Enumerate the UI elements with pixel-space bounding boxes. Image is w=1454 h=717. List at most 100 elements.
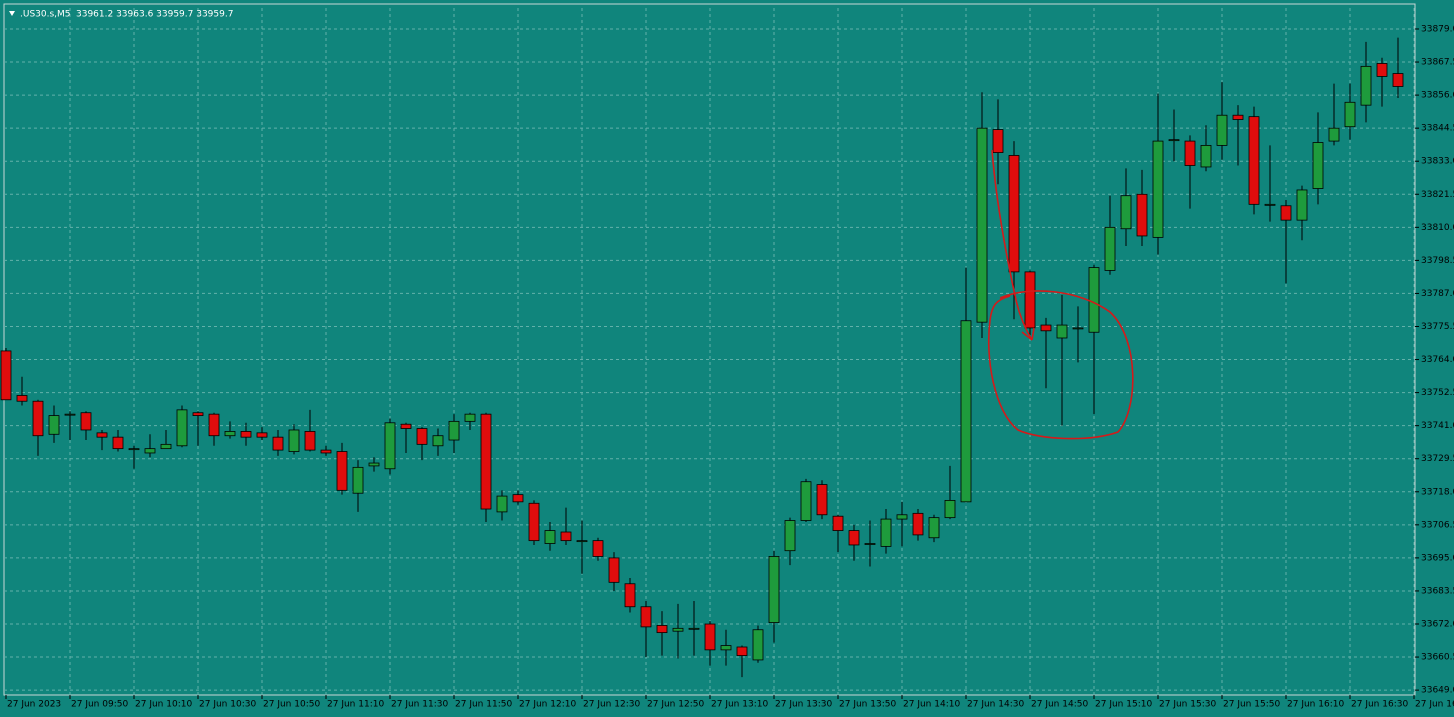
candle-body <box>144 448 156 454</box>
candle-body <box>1008 155 1020 273</box>
candle-body <box>480 413 492 510</box>
y-tick-label: 33649.0 <box>1421 686 1454 696</box>
candle-body <box>656 625 668 634</box>
candle-body <box>832 515 844 531</box>
x-tick-label: 27 Jun 15:30 <box>1159 700 1216 710</box>
y-tick-label: 33810.0 <box>1421 223 1454 233</box>
candle-body <box>704 623 716 651</box>
x-tick-label: 27 Jun 13:10 <box>711 700 768 710</box>
candle-body <box>1392 73 1404 87</box>
candle-body <box>640 606 652 628</box>
x-tick-label: 27 Jun 13:50 <box>839 700 896 710</box>
candle-body <box>448 420 460 441</box>
candle-body <box>464 413 476 422</box>
candle-body <box>992 129 1004 153</box>
x-tick-label: 27 Jun 10:10 <box>135 700 192 710</box>
candle-body <box>608 557 620 583</box>
candle-body <box>400 423 412 429</box>
candle-body <box>848 530 860 546</box>
candle-body <box>304 431 316 451</box>
x-tick-label: 27 Jun 11:30 <box>391 700 448 710</box>
x-tick-label: 27 Jun 10:30 <box>199 700 256 710</box>
candle-body <box>976 127 988 323</box>
candle-body <box>1168 139 1180 142</box>
candle-body <box>896 514 908 520</box>
y-tick-label: 33879.0 <box>1421 24 1454 34</box>
candle-body <box>768 556 780 623</box>
candle-body <box>1136 193 1148 237</box>
candle-body <box>880 518 892 547</box>
candle-body <box>512 494 524 503</box>
candle-body <box>1120 195 1132 230</box>
y-tick-label: 33695.0 <box>1421 553 1454 563</box>
candle-body <box>912 512 924 536</box>
y-tick-label: 33729.5 <box>1421 454 1454 464</box>
candles <box>0 37 1404 678</box>
candle-body <box>688 627 700 630</box>
candle-body <box>320 449 332 454</box>
candle-body <box>352 466 364 494</box>
candle-body <box>224 431 236 437</box>
candle-body <box>736 646 748 657</box>
candle-body <box>96 432 108 438</box>
menu-triangle[interactable] <box>9 11 15 16</box>
x-tick-label: 27 Jun 11:10 <box>327 700 384 710</box>
y-tick-label: 33775.5 <box>1421 322 1454 332</box>
candle-body <box>592 540 604 557</box>
candle-body <box>1040 324 1052 332</box>
y-tick-label: 33683.5 <box>1421 586 1454 596</box>
x-tick-label: 27 Jun 09:50 <box>71 700 128 710</box>
candle-body <box>1344 101 1356 128</box>
candle-body <box>1152 140 1164 238</box>
candle-body <box>1232 114 1244 120</box>
candle-body <box>1328 127 1340 142</box>
candle-body <box>208 413 220 437</box>
candle-body <box>1264 203 1276 206</box>
candle-body <box>1024 271 1036 329</box>
candle-body <box>48 415 60 435</box>
candle-body <box>960 320 972 503</box>
candle-body <box>16 395 28 402</box>
candle-body <box>1376 63 1388 77</box>
x-tick-label: 27 Jun 2023 <box>7 700 61 710</box>
candle-body <box>720 645 732 651</box>
candle-body <box>1088 267 1100 333</box>
candle-body <box>1216 114 1228 146</box>
x-tick-label: 27 Jun 10:50 <box>263 700 320 710</box>
candle-body <box>1312 142 1324 189</box>
candle-body <box>944 499 956 519</box>
candle-body <box>160 443 172 450</box>
candle-body <box>80 412 92 431</box>
candle-body <box>384 422 396 470</box>
candle-body <box>32 400 44 437</box>
candle-body <box>416 428 428 445</box>
candle-body <box>176 409 188 447</box>
candle-body <box>192 412 204 417</box>
candle-body <box>1248 116 1260 205</box>
x-tick-label: 27 Jun 15:10 <box>1095 700 1152 710</box>
candle-body <box>272 436 284 451</box>
candle-body <box>368 462 380 467</box>
y-tick-label: 33844.5 <box>1421 124 1454 134</box>
y-tick-label: 33718.0 <box>1421 487 1454 497</box>
x-tick-label: 27 Jun 15:50 <box>1223 700 1280 710</box>
x-tick-label: 27 Jun 12:10 <box>519 700 576 710</box>
candle-body <box>64 413 76 416</box>
y-tick-label: 33706.5 <box>1421 520 1454 530</box>
candle-body <box>816 484 828 516</box>
x-tick-label: 27 Jun 13:30 <box>775 700 832 710</box>
candle-body <box>752 629 764 661</box>
candle-body <box>1072 327 1084 330</box>
header-prices: 33961.2 33963.6 33959.7 33959.7 <box>76 10 233 20</box>
candle-body <box>1296 189 1308 221</box>
x-tick-label: 27 Jun 12:50 <box>647 700 704 710</box>
candle-body <box>1360 65 1372 106</box>
candle-body <box>672 627 684 632</box>
candle-body <box>624 583 636 608</box>
candle-body <box>1056 324 1068 339</box>
x-tick-label: 27 Jun 16:30 <box>1351 700 1408 710</box>
x-tick-label: 27 Jun 14:50 <box>1031 700 1088 710</box>
